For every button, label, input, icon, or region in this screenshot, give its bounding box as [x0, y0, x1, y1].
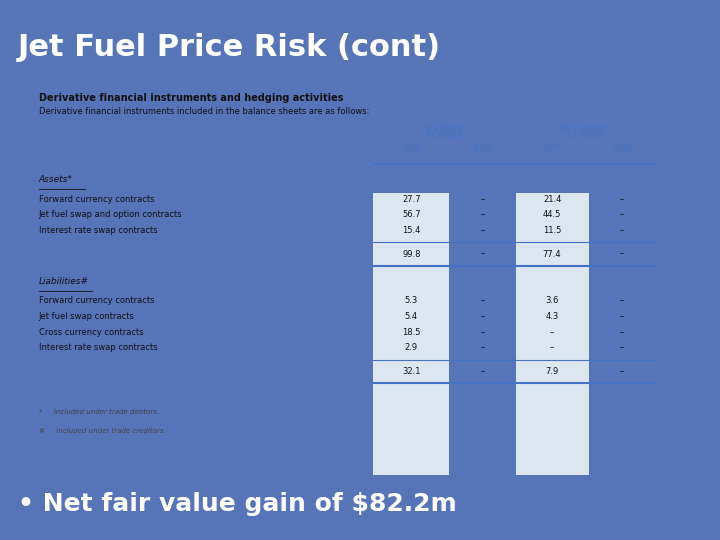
Text: –: –: [480, 296, 485, 306]
Text: Liabilities#: Liabilities#: [39, 277, 89, 286]
Text: 5.4: 5.4: [405, 312, 418, 321]
Text: 31 March: 31 March: [567, 131, 604, 140]
Text: 2005: 2005: [611, 143, 631, 152]
Text: 2.9: 2.9: [405, 343, 418, 353]
Text: –: –: [480, 226, 485, 235]
Bar: [373, 193, 449, 475]
Text: –: –: [480, 343, 485, 353]
Text: Jet Fuel Price Risk (cont): Jet Fuel Price Risk (cont): [18, 33, 441, 62]
Text: 77.4: 77.4: [543, 249, 562, 259]
Text: Cross currency contracts: Cross currency contracts: [39, 328, 143, 337]
Text: –: –: [619, 195, 624, 204]
Text: 5.3: 5.3: [405, 296, 418, 306]
Text: • Net fair value gain of $82.2m: • Net fair value gain of $82.2m: [18, 492, 456, 516]
Text: –: –: [619, 367, 624, 376]
Text: 2005: 2005: [472, 143, 492, 152]
Text: 15.4: 15.4: [402, 226, 420, 235]
Text: –: –: [550, 343, 554, 353]
Text: 18.5: 18.5: [402, 328, 420, 337]
Text: –: –: [550, 328, 554, 337]
Text: –: –: [480, 312, 485, 321]
Text: –: –: [480, 367, 485, 376]
Text: 32.1: 32.1: [402, 367, 420, 376]
Text: –: –: [619, 226, 624, 235]
Text: *     Included under trade debtors.: * Included under trade debtors.: [39, 409, 158, 415]
Text: 56.7: 56.7: [402, 211, 420, 219]
Text: 3.6: 3.6: [546, 296, 559, 306]
Text: Derivative financial instruments included in the balance sheets are as follows:: Derivative financial instruments include…: [39, 107, 369, 116]
Text: #     Included under trade creditors.: # Included under trade creditors.: [39, 428, 166, 434]
Text: –: –: [480, 211, 485, 219]
Text: Jet fuel swap and option contracts: Jet fuel swap and option contracts: [39, 211, 182, 219]
Text: Interest rate swap contracts: Interest rate swap contracts: [39, 343, 158, 353]
Text: Derivative financial instruments and hedging activities: Derivative financial instruments and hed…: [39, 93, 343, 104]
Text: Interest rate swap contracts: Interest rate swap contracts: [39, 226, 158, 235]
Text: –: –: [480, 249, 485, 259]
Text: 21.4: 21.4: [543, 195, 562, 204]
Text: 2006: 2006: [401, 143, 421, 152]
Text: –: –: [619, 328, 624, 337]
Text: The Company: The Company: [557, 124, 613, 133]
Text: The Group: The Group: [423, 124, 465, 133]
Text: –: –: [619, 249, 624, 259]
Text: 31 March: 31 March: [426, 131, 463, 140]
Text: 27.7: 27.7: [402, 195, 420, 204]
Text: –: –: [619, 312, 624, 321]
Text: Forward currency contracts: Forward currency contracts: [39, 195, 154, 204]
Text: 2006: 2006: [542, 143, 562, 152]
Text: Forward currency contracts: Forward currency contracts: [39, 296, 154, 306]
Text: –: –: [619, 296, 624, 306]
Text: –: –: [619, 343, 624, 353]
Text: 7.9: 7.9: [546, 367, 559, 376]
Text: 44.5: 44.5: [543, 211, 562, 219]
Text: 99.8: 99.8: [402, 249, 420, 259]
Text: Assets*: Assets*: [39, 175, 73, 184]
Text: –: –: [480, 328, 485, 337]
Text: –: –: [480, 195, 485, 204]
Text: 11.5: 11.5: [543, 226, 562, 235]
Text: Jet fuel swap contracts: Jet fuel swap contracts: [39, 312, 135, 321]
Text: –: –: [619, 211, 624, 219]
Bar: [516, 193, 588, 475]
Text: 4.3: 4.3: [546, 312, 559, 321]
